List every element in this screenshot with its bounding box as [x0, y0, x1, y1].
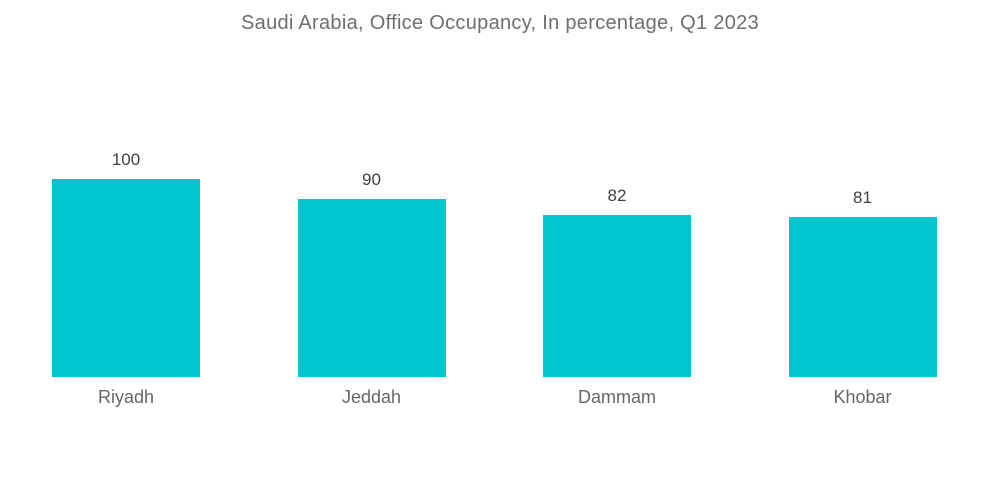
value-label-khobar: 81: [853, 187, 872, 207]
category-label-riyadh: Riyadh: [97, 387, 155, 407]
category-label-khobar: Khobar: [833, 387, 892, 407]
bar-dammam: [543, 214, 691, 377]
bar-khobar: [788, 216, 937, 377]
chart-title: Saudi Arabia, Office Occupancy, In perce…: [241, 12, 759, 34]
value-label-riyadh: 100: [111, 150, 141, 169]
bar-jeddah: [297, 198, 446, 377]
bar-riyadh: [52, 179, 200, 377]
value-label-dammam: 82: [607, 185, 627, 205]
category-label-jeddah: Jeddah: [341, 387, 402, 407]
value-label-jeddah: 90: [362, 169, 381, 189]
category-label-dammam: Dammam: [577, 387, 656, 407]
